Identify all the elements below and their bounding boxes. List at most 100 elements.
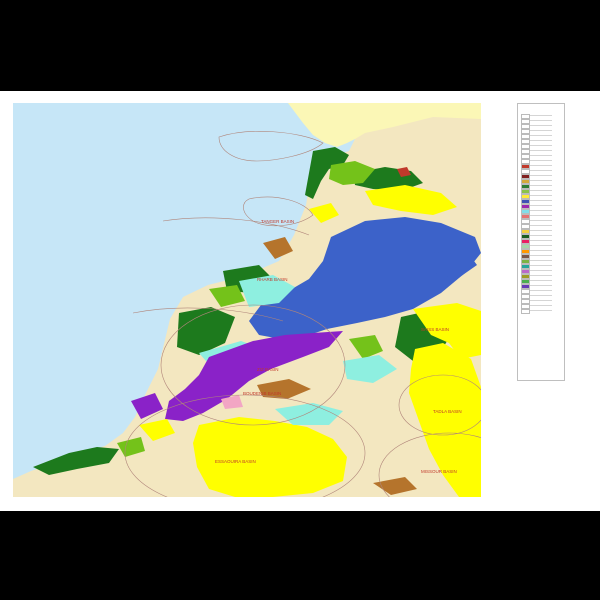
legend-row — [521, 219, 561, 224]
legend-row — [521, 309, 561, 314]
legend-row — [521, 239, 561, 244]
south-brown — [257, 379, 311, 399]
basin-labels: TANGER BASIN RHARB BASIN SAISS BASIN BOU… — [215, 219, 462, 474]
legend-entry-line — [530, 125, 552, 126]
legend-swatch — [521, 234, 530, 239]
legend-row — [521, 189, 561, 194]
basin-label: TADLA BASIN — [433, 409, 462, 414]
legend-entry-line — [530, 280, 552, 281]
legend-entry-line — [530, 220, 552, 221]
south-lime — [117, 437, 145, 457]
legend-swatch — [521, 284, 530, 289]
legend-swatch — [521, 239, 530, 244]
legend-entry-line — [530, 255, 552, 256]
meseta-cyan — [239, 275, 295, 307]
legend-row — [521, 254, 561, 259]
legend-row — [521, 279, 561, 284]
strait-shore — [313, 135, 355, 155]
map-legend — [517, 103, 565, 381]
legend-swatch — [521, 264, 530, 269]
legend-entry-line — [530, 150, 552, 151]
legend-swatch — [521, 179, 530, 184]
legend-swatch — [521, 269, 530, 274]
legend-swatch — [521, 259, 530, 264]
legend-row — [521, 269, 561, 274]
rif-yellow — [365, 185, 457, 215]
legend-entry-line — [530, 175, 552, 176]
legend-row — [521, 304, 561, 309]
legend-row — [521, 174, 561, 179]
legend-row — [521, 289, 561, 294]
legend-row — [521, 124, 561, 129]
legend-entry-line — [530, 130, 552, 131]
legend-row — [521, 244, 561, 249]
legend-swatch — [521, 289, 530, 294]
basin-label: RHARB BASIN — [257, 277, 288, 282]
legend-entry-line — [530, 215, 552, 216]
central-brown — [263, 237, 293, 259]
legend-entry-line — [530, 155, 552, 156]
basin-label: MISSOUR BASIN — [421, 469, 457, 474]
legend-row — [521, 259, 561, 264]
purple-patch — [131, 393, 163, 419]
legend-row — [521, 164, 561, 169]
basin-outlines — [124, 131, 481, 497]
legend-row — [521, 264, 561, 269]
legend-row — [521, 224, 561, 229]
spain-land — [288, 103, 481, 149]
legend-swatch — [521, 124, 530, 129]
south-yellow-small — [139, 419, 175, 441]
east-cyan — [343, 355, 397, 383]
legend-entry-line — [530, 250, 552, 251]
purple-band — [165, 331, 343, 421]
legend-entry-line — [530, 240, 552, 241]
blue-patch-east — [433, 249, 477, 279]
rif-lime — [329, 161, 375, 185]
legend-row — [521, 144, 561, 149]
legend-swatch — [521, 144, 530, 149]
legend-entry-line — [530, 260, 552, 261]
legend-swatch — [521, 129, 530, 134]
map-sheet: TANGER BASIN RHARB BASIN SAISS BASIN BOU… — [0, 91, 600, 511]
legend-swatch — [521, 274, 530, 279]
legend-entry-line — [530, 135, 552, 136]
legend-swatch — [521, 279, 530, 284]
legend-entry-line — [530, 245, 552, 246]
legend-entry-line — [530, 290, 552, 291]
legend-row — [521, 169, 561, 174]
legend-entry-line — [530, 190, 552, 191]
legend-entry-line — [530, 285, 552, 286]
east-lime — [349, 335, 383, 359]
legend-entry-line — [530, 160, 552, 161]
east-yellow — [413, 303, 481, 359]
basin-label: ZIZ BASIN — [257, 367, 279, 372]
legend-entry-line — [530, 225, 552, 226]
meseta-green — [177, 307, 235, 355]
basin-label: TANGER BASIN — [261, 219, 294, 224]
basin-label: ESSAOUIRA BASIN — [215, 459, 256, 464]
legend-row — [521, 299, 561, 304]
legend-row — [521, 184, 561, 189]
legend-swatch — [521, 209, 530, 214]
legend-swatch — [521, 199, 530, 204]
legend-swatch — [521, 139, 530, 144]
legend-entry-line — [530, 275, 552, 276]
legend-entry-line — [530, 270, 552, 271]
legend-swatch — [521, 309, 530, 314]
legend-entry-line — [530, 205, 552, 206]
atlantic-sea — [13, 103, 325, 479]
legend-row — [521, 294, 561, 299]
legend-swatch — [521, 224, 530, 229]
legend-entry-line — [530, 195, 552, 196]
legend-row — [521, 229, 561, 234]
geological-map[interactable]: TANGER BASIN RHARB BASIN SAISS BASIN BOU… — [13, 103, 481, 497]
legend-swatch — [521, 184, 530, 189]
legend-row — [521, 134, 561, 139]
rif-red — [397, 167, 411, 177]
legend-swatch — [521, 154, 530, 159]
legend-swatch — [521, 249, 530, 254]
legend-entry-line — [530, 200, 552, 201]
pink-patch — [221, 395, 243, 409]
legend-swatch — [521, 189, 530, 194]
legend-swatch — [521, 119, 530, 124]
